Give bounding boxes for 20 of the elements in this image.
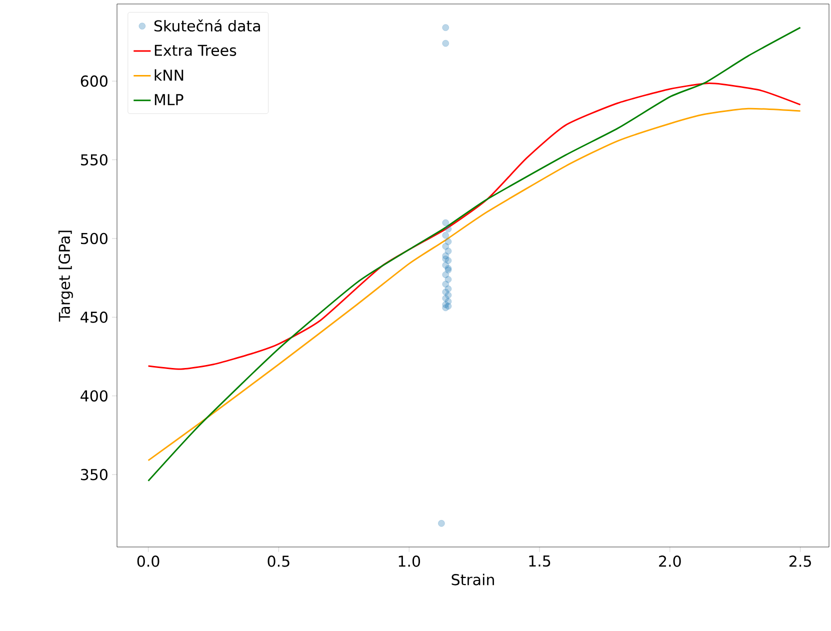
y-tick-label: 400 — [80, 390, 108, 402]
legend-label: MLP — [154, 94, 184, 106]
x-tick-label: 1.5 — [529, 556, 550, 567]
legend-label: kNN — [154, 69, 184, 81]
legend-label: Skutečná data — [154, 19, 260, 32]
y-tick-label: 450 — [80, 312, 108, 323]
x-tick-label: 0.0 — [137, 556, 160, 567]
x-axis-title: Strain — [452, 574, 494, 586]
x-tick-label: 2.5 — [789, 556, 811, 567]
line-series — [148, 82, 802, 370]
line-series — [148, 108, 802, 462]
legend-label: Extra Trees — [154, 44, 236, 56]
y-axis-title: Target [GPa] — [58, 230, 73, 322]
x-tick-label: 1.0 — [398, 556, 420, 567]
x-tick-label: 0.5 — [268, 556, 290, 567]
y-tick-label: 600 — [80, 75, 108, 87]
y-tick-label: 550 — [81, 154, 108, 166]
y-tick-label: 350 — [80, 468, 108, 480]
y-tick-label: 500 — [81, 232, 108, 244]
x-tick-label: 2.0 — [659, 556, 681, 567]
